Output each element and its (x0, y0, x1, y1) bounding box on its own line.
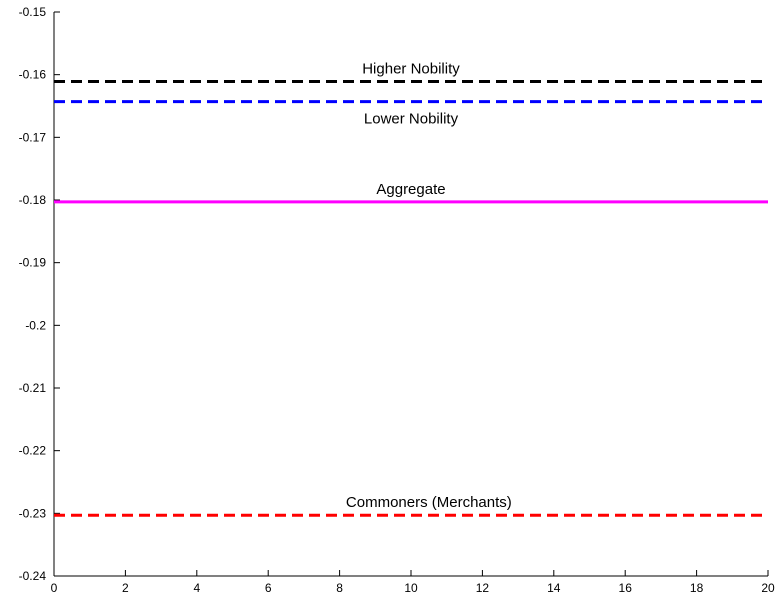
y-tick-label: -0.16 (19, 68, 47, 82)
y-tick-label: -0.18 (19, 193, 47, 207)
y-tick-label: -0.2 (25, 318, 46, 332)
y-tick-label: -0.19 (19, 256, 47, 270)
x-tick-label: 18 (690, 581, 704, 595)
series-label-2: Lower Nobility (364, 111, 459, 128)
series-label-3: Aggregate (376, 181, 445, 198)
series-label-4: Commoners (Merchants) (346, 494, 512, 511)
x-tick-label: 8 (336, 581, 343, 595)
y-tick-label: -0.24 (19, 569, 47, 583)
y-tick-label: -0.22 (19, 444, 47, 458)
series-labels-layer: Higher Nobility Lower Nobility Aggregate Co… (346, 61, 512, 512)
x-tick-label: 2 (122, 581, 129, 595)
x-tick-label: 0 (51, 581, 58, 595)
y-tick-label: -0.17 (19, 130, 47, 144)
x-tick-label: 16 (619, 581, 633, 595)
series-label-1: Higher Nobility (362, 61, 460, 78)
series-layer (54, 80, 768, 517)
axes: 0 2 4 6 8 10 12 14 16 18 20 -0.15 -0.16 -0.17 -0.18 -0.… (19, 5, 775, 595)
y-tick-label: -0.15 (19, 5, 47, 19)
x-tick-label: 12 (476, 581, 490, 595)
x-tick-label: 20 (761, 581, 775, 595)
x-tick-label: 6 (265, 581, 272, 595)
y-tick-label: -0.23 (19, 506, 47, 520)
y-tick-label: -0.21 (19, 381, 47, 395)
x-tick-label: 14 (547, 581, 561, 595)
x-tick-label: 4 (193, 581, 200, 595)
x-tick-label: 10 (404, 581, 418, 595)
